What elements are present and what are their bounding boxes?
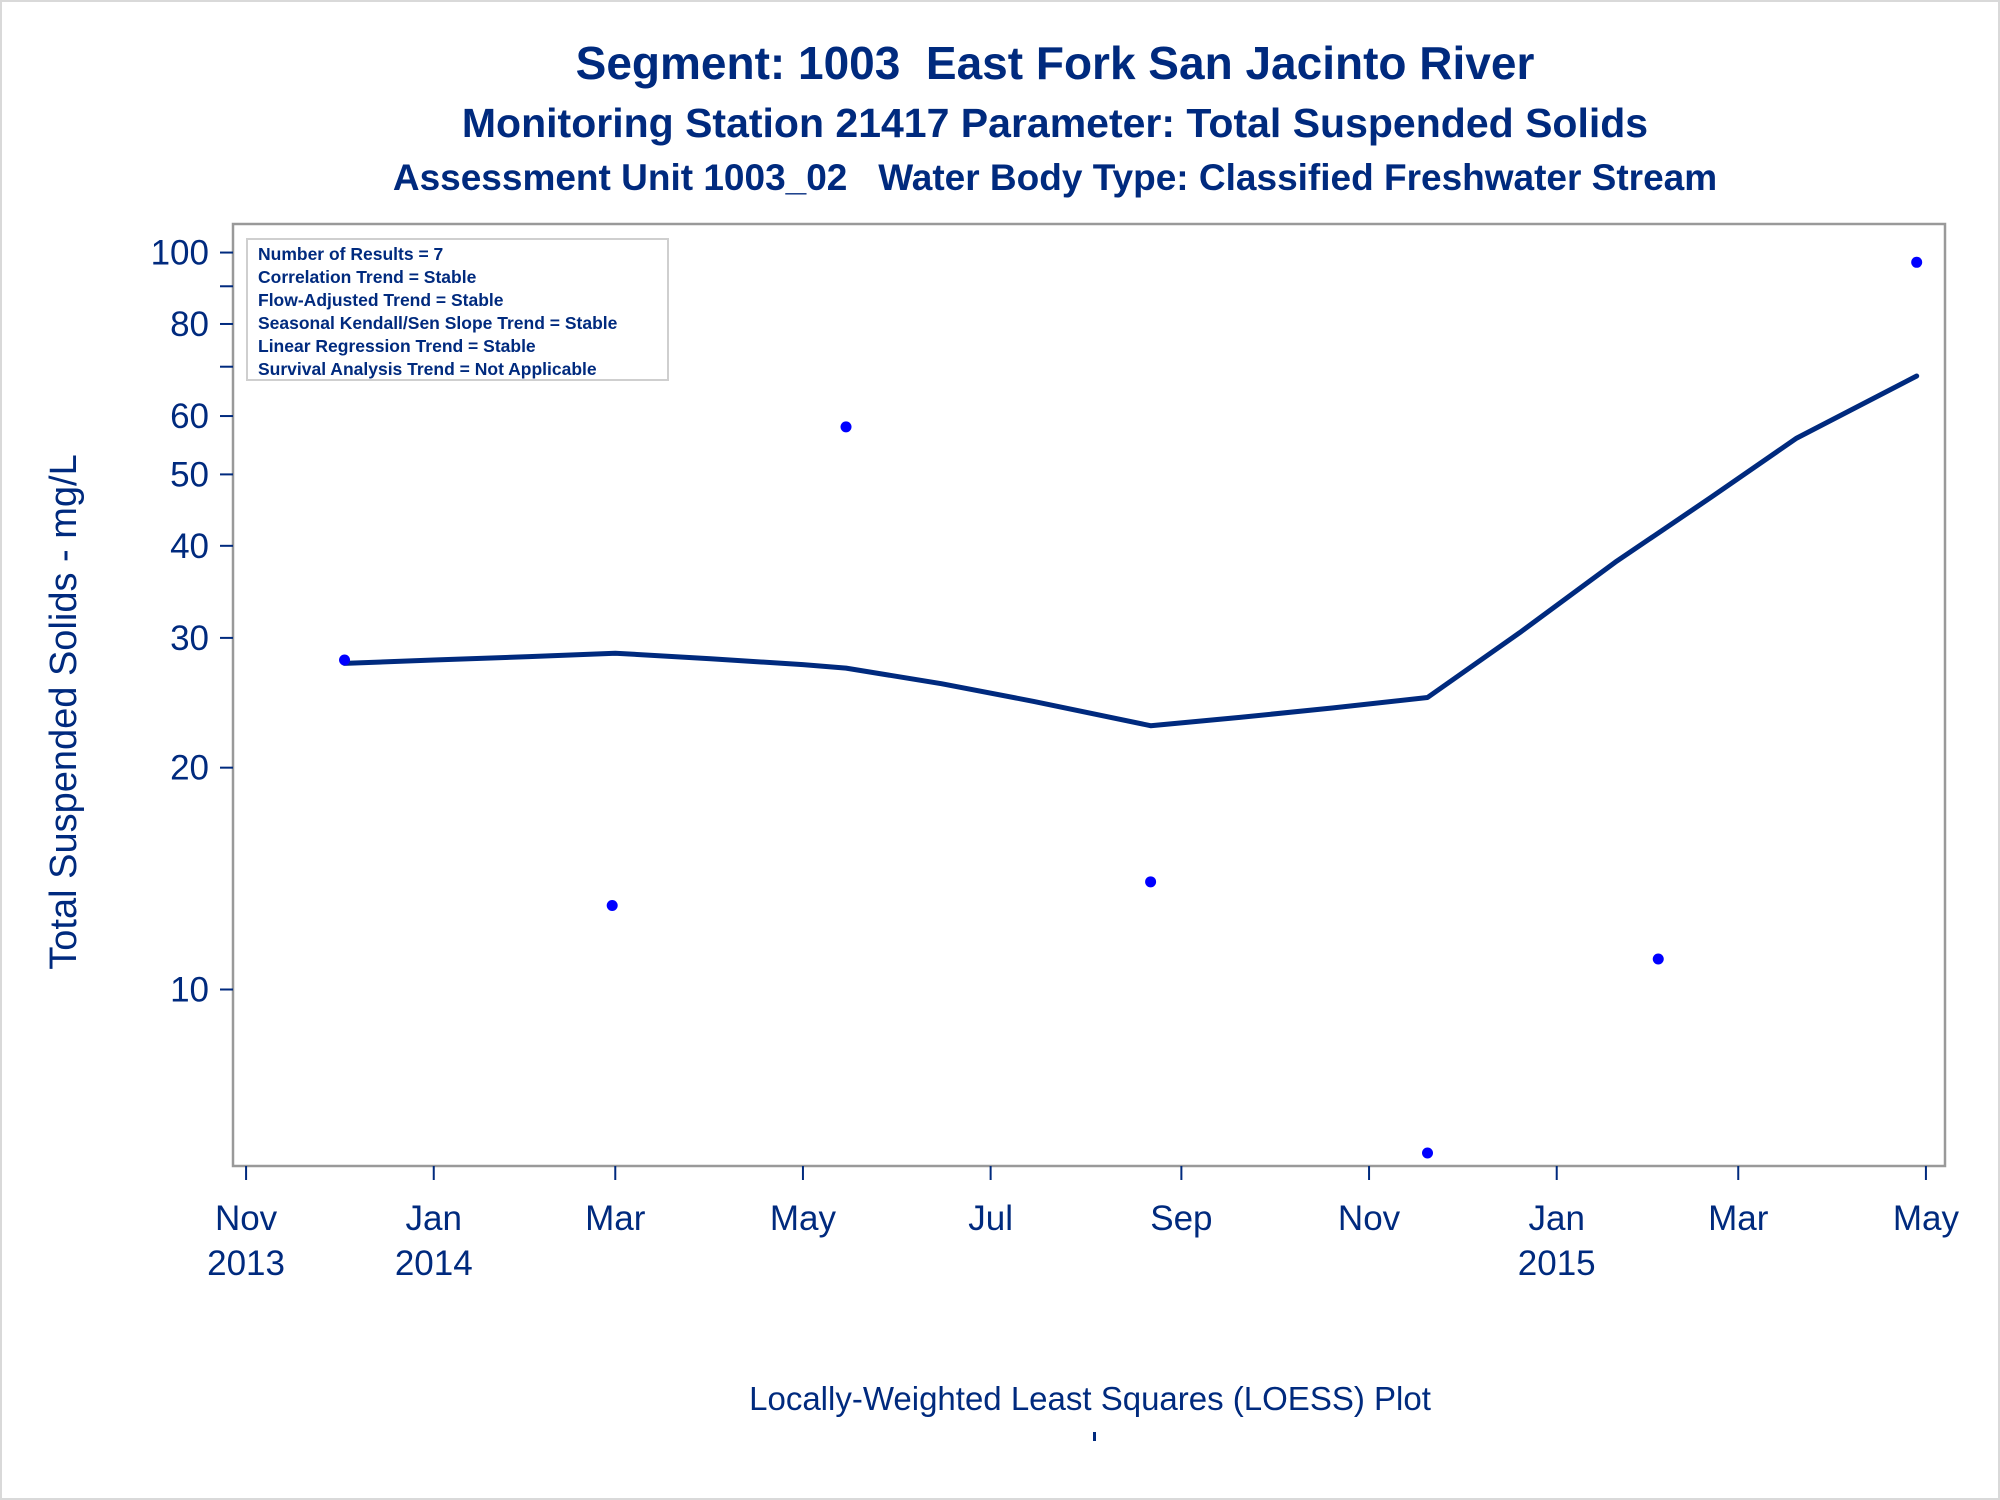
stats-line: Flow-Adjusted Trend = Stable (258, 290, 504, 310)
y-tick-label: 50 (170, 455, 209, 494)
x-tick-label-month: May (1893, 1199, 1960, 1238)
stats-line: Number of Results = 7 (258, 244, 443, 264)
y-tick-label: 100 (151, 234, 209, 273)
plot-frame (231, 222, 1947, 1168)
y-tick-label: 10 (170, 971, 209, 1010)
x-tick-label-year: 2015 (1518, 1244, 1596, 1283)
data-point (1911, 256, 1923, 268)
stats-line: Seasonal Kendall/Sen Slope Trend = Stabl… (258, 313, 618, 333)
x-tick-label-month: Mar (1708, 1199, 1769, 1238)
y-tick-label: 40 (170, 527, 209, 566)
y-tick-label: 60 (170, 397, 209, 436)
chart-title: Segment: 1003 East Fork San Jacinto Rive… (575, 37, 1535, 89)
footnote-mark (1093, 1432, 1096, 1441)
data-point (606, 900, 618, 912)
x-tick-label-month: May (770, 1199, 837, 1238)
data-point (1145, 876, 1157, 888)
x-tick-label-month: Jul (968, 1199, 1013, 1238)
y-tick-label: 30 (170, 619, 209, 658)
x-tick-label-year: 2014 (395, 1244, 473, 1283)
x-tick-label-month: Jan (1529, 1199, 1585, 1238)
trend-stats-box: Number of Results = 7 Correlation Trend … (246, 238, 669, 381)
loess-line (342, 373, 1920, 729)
stats-line: Correlation Trend = Stable (258, 267, 477, 287)
x-tick-label-month: Mar (585, 1199, 646, 1238)
y-axis-label: Total Suspended Solids - mg/L (43, 454, 85, 969)
y-tick-label: 20 (170, 749, 209, 788)
x-tick-label-month: Nov (1338, 1199, 1401, 1238)
x-tick-label-month: Jan (406, 1199, 462, 1238)
data-point (1652, 953, 1664, 965)
data-point (840, 421, 852, 433)
data-point (1422, 1147, 1434, 1159)
y-tick-label: 80 (170, 305, 209, 344)
x-tick-label-year: 2013 (207, 1244, 285, 1283)
data-point (339, 654, 351, 666)
chart-footnote: Locally-Weighted Least Squares (LOESS) P… (749, 1380, 1431, 1417)
x-tick-label-month: Sep (1150, 1199, 1212, 1238)
x-tick-label-month: Nov (215, 1199, 278, 1238)
stats-line: Survival Analysis Trend = Not Applicable (258, 359, 597, 379)
chart-subtitle-station: Monitoring Station 21417 Parameter: Tota… (461, 100, 1649, 146)
stats-line: Linear Regression Trend = Stable (258, 336, 536, 356)
chart-subtitle-assessment: Assessment Unit 1003_02 Water Body Type:… (392, 157, 1718, 198)
